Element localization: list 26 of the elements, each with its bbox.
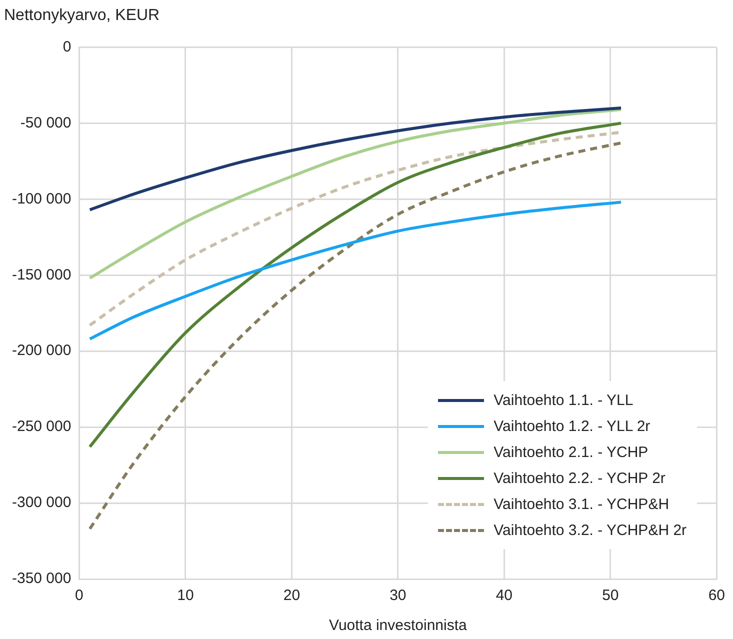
x-axis-title: Vuotta investoinnista <box>329 617 468 634</box>
legend-label: Vaihtoehto 3.1. - YCHP&H <box>494 496 670 512</box>
legend-label: Vaihtoehto 2.1. - YCHP <box>494 444 648 460</box>
x-tick-label: 60 <box>708 587 725 604</box>
x-tick-label: 10 <box>177 587 194 604</box>
x-tick-label: 0 <box>75 587 84 604</box>
legend-label: Vaihtoehto 1.2. - YLL 2r <box>494 418 650 434</box>
x-tick-label: 50 <box>602 587 619 604</box>
line-series <box>88 106 623 212</box>
x-tick-label: 30 <box>390 587 406 604</box>
y-tick-label: -300 000 <box>12 494 72 512</box>
y-tick-label: -50 000 <box>20 114 72 132</box>
y-tick-label: -200 000 <box>12 342 72 360</box>
line-series <box>88 108 623 280</box>
y-tick-label: -150 000 <box>12 266 72 284</box>
y-tick-label: -100 000 <box>12 190 72 208</box>
line-series <box>88 200 623 340</box>
y-tick-label: -350 000 <box>12 570 72 588</box>
y-tick-label: -250 000 <box>12 418 72 436</box>
y-tick-label: 0 <box>62 38 72 56</box>
legend-label: Vaihtoehto 3.2. - YCHP&H 2r <box>494 522 687 538</box>
x-tick-label: 40 <box>496 587 513 604</box>
y-axis-title: Nettonykyarvo, KEUR <box>4 7 160 24</box>
legend-label: Vaihtoehto 2.2. - YCHP 2r <box>494 470 666 486</box>
legend-label: Vaihtoehto 1.1. - YLL <box>494 392 634 408</box>
x-tick-label: 20 <box>283 587 300 604</box>
